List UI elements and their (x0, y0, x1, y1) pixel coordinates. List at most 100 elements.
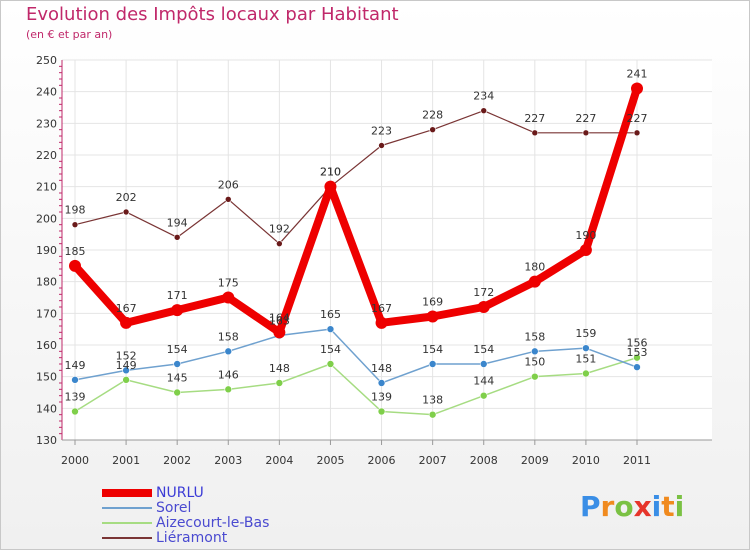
data-label-sorel: 165 (320, 308, 341, 321)
brand-letter: t (661, 490, 675, 523)
series-line-nurlu (71, 84, 641, 337)
legend-item-nurlu: NURLU (102, 485, 269, 501)
data-point-aizecourt-le-bas (531, 372, 539, 381)
data-point-sorel (224, 347, 233, 356)
data-point-sorel (122, 366, 130, 375)
y-tick-label: 150 (36, 371, 57, 384)
data-point-aizecourt-le-bas (479, 391, 488, 400)
y-tick-label: 140 (36, 402, 57, 415)
data-label-sorel: 154 (167, 343, 188, 356)
data-label-sorel: 158 (524, 330, 545, 343)
data-label-nurlu: 241 (627, 68, 648, 81)
data-point-sorel (582, 344, 590, 352)
x-tick-label: 2009 (521, 454, 549, 467)
data-label-nurlu: 210 (320, 166, 341, 179)
data-point-nurlu (426, 310, 439, 323)
data-label-sorel: 163 (269, 315, 290, 328)
data-label-aizecourt-le-bas: 144 (473, 375, 494, 388)
data-point-sorel (173, 360, 181, 368)
data-label-aizecourt-le-bas: 139 (371, 391, 392, 404)
brand-letter: i (674, 490, 685, 523)
x-tick-label: 2003 (214, 454, 242, 467)
data-label-li-ramont: 198 (65, 204, 86, 217)
y-tick-label: 220 (36, 149, 57, 162)
data-point-aizecourt-le-bas (173, 388, 181, 397)
data-point-li-ramont (633, 129, 641, 137)
data-label-sorel: 152 (116, 349, 137, 362)
data-label-li-ramont: 210 (320, 166, 341, 179)
x-tick-label: 2006 (368, 454, 396, 467)
data-point-sorel (633, 363, 641, 371)
data-point-aizecourt-le-bas (275, 379, 284, 387)
data-label-aizecourt-le-bas: 154 (320, 343, 341, 356)
series-line-li-ramont (74, 110, 638, 245)
data-point-li-ramont (480, 107, 488, 114)
data-point-aizecourt-le-bas (122, 376, 130, 384)
data-label-aizecourt-le-bas: 151 (575, 353, 596, 366)
data-point-nurlu (375, 316, 388, 329)
data-point-nurlu (273, 326, 286, 339)
data-label-sorel: 148 (371, 362, 392, 375)
data-point-nurlu (120, 316, 133, 329)
legend-label: Sorel (156, 499, 192, 516)
y-tick-label: 170 (36, 307, 57, 320)
data-point-nurlu (171, 304, 184, 317)
data-label-li-ramont: 227 (575, 112, 596, 125)
data-label-li-ramont: 192 (269, 223, 290, 236)
y-tick-label: 200 (36, 212, 57, 225)
chart-legend: NURLU Sorel Aizecourt-le-Bas Liéramont (102, 485, 270, 546)
data-point-aizecourt-le-bas (326, 360, 335, 368)
x-tick-label: 2001 (112, 454, 140, 467)
data-label-nurlu: 180 (524, 261, 545, 274)
data-label-aizecourt-le-bas: 138 (422, 394, 443, 407)
x-tick-label: 2002 (163, 454, 191, 467)
data-label-sorel: 154 (422, 343, 443, 356)
x-tick-label: 2011 (623, 454, 651, 467)
y-tick-label: 180 (36, 276, 57, 289)
legend-item-li-ramont: Liéramont (102, 530, 269, 546)
data-point-li-ramont (224, 196, 232, 203)
legend-label: Aizecourt-le-Bas (156, 514, 270, 531)
data-label-sorel: 154 (473, 343, 494, 356)
data-label-li-ramont: 234 (473, 90, 494, 103)
y-tick-label: 130 (36, 434, 57, 447)
data-point-li-ramont (531, 129, 539, 137)
brand-letter: o (614, 490, 634, 523)
data-label-li-ramont: 227 (524, 112, 545, 125)
chart-subtitle: (en € et par an) (26, 28, 113, 41)
legend-swatch (102, 506, 152, 509)
x-tick-label: 2007 (419, 454, 447, 467)
data-label-sorel: 149 (65, 359, 86, 372)
data-point-sorel (326, 325, 335, 333)
data-label-li-ramont: 194 (167, 216, 188, 229)
data-point-li-ramont (173, 234, 181, 241)
data-label-nurlu: 185 (65, 245, 86, 258)
data-point-sorel (531, 347, 539, 356)
data-point-sorel (377, 379, 386, 387)
data-label-aizecourt-le-bas: 149 (116, 359, 137, 372)
data-label-aizecourt-le-bas: 139 (65, 391, 86, 404)
brand-letter: r (600, 490, 615, 523)
data-point-aizecourt-le-bas (582, 369, 590, 378)
data-label-li-ramont: 227 (627, 112, 648, 125)
data-label-nurlu: 171 (167, 289, 188, 302)
data-point-nurlu (69, 259, 81, 272)
chart-title: Evolution des Impôts locaux par Habitant (26, 4, 399, 25)
x-tick-label: 2010 (572, 454, 600, 467)
series-line-aizecourt-le-bas (74, 356, 638, 416)
data-point-sorel (71, 376, 79, 384)
brand-logo: Proxiti (580, 490, 684, 523)
data-point-li-ramont (276, 240, 283, 247)
data-point-sorel (479, 360, 488, 368)
legend-swatch (102, 521, 152, 524)
data-point-sorel (428, 360, 437, 368)
data-label-nurlu: 169 (422, 296, 443, 309)
brand-letter: i (651, 490, 662, 523)
data-point-li-ramont (378, 142, 385, 149)
data-point-aizecourt-le-bas (71, 407, 79, 416)
legend-swatch (102, 536, 152, 539)
data-label-nurlu: 175 (218, 277, 239, 290)
data-point-aizecourt-le-bas (633, 353, 641, 362)
data-point-aizecourt-le-bas (377, 407, 386, 416)
